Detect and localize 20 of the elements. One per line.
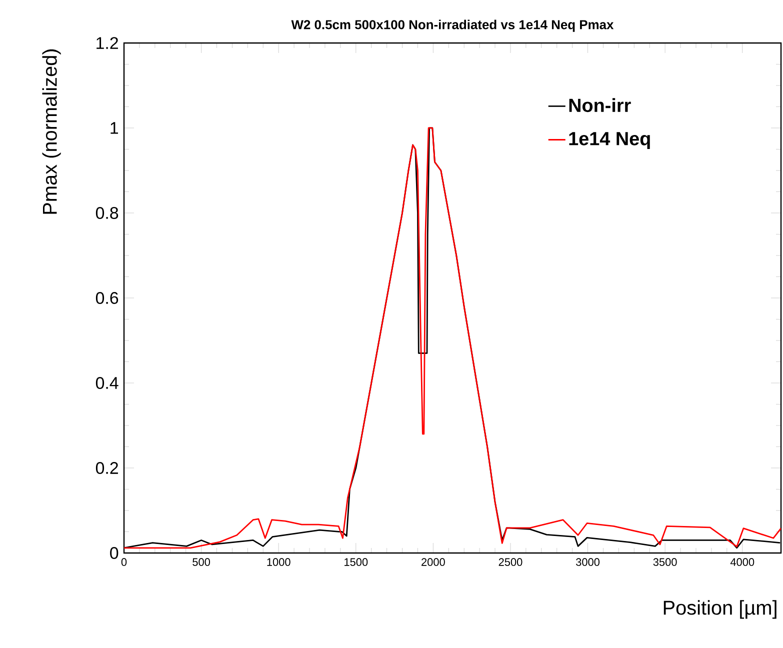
chart-title: W2 0.5cm 500x100 Non-irradiated vs 1e14 Neq Pmax: [291, 20, 614, 32]
x-tick-label: 0: [121, 558, 127, 566]
x-tick-label: 2500: [498, 558, 522, 566]
y-tick-label: 1: [110, 122, 118, 134]
y-tick-label: 1.2: [96, 37, 118, 49]
x-tick-label: 4000: [730, 558, 754, 566]
y-tick-label: 0.2: [96, 462, 118, 474]
legend-label: Non-irr: [569, 98, 631, 112]
x-tick-label: 500: [192, 558, 210, 566]
x-tick-label: 2000: [422, 558, 445, 566]
y-tick-label: 0.8: [96, 206, 118, 219]
legend-label: 1e14 Neq: [569, 132, 650, 150]
x-tick-label: 1000: [267, 558, 290, 566]
x-axis-title: Position [µm]: [664, 600, 776, 619]
x-tick-label: 1500: [344, 558, 368, 566]
y-axis-title: Pmax (normalized): [42, 49, 61, 214]
x-tick-label: 3500: [653, 558, 677, 566]
y-tick-label: 0.4: [96, 376, 118, 389]
y-tick-label: 0.6: [96, 292, 118, 304]
x-tick-label: 3000: [576, 558, 600, 566]
